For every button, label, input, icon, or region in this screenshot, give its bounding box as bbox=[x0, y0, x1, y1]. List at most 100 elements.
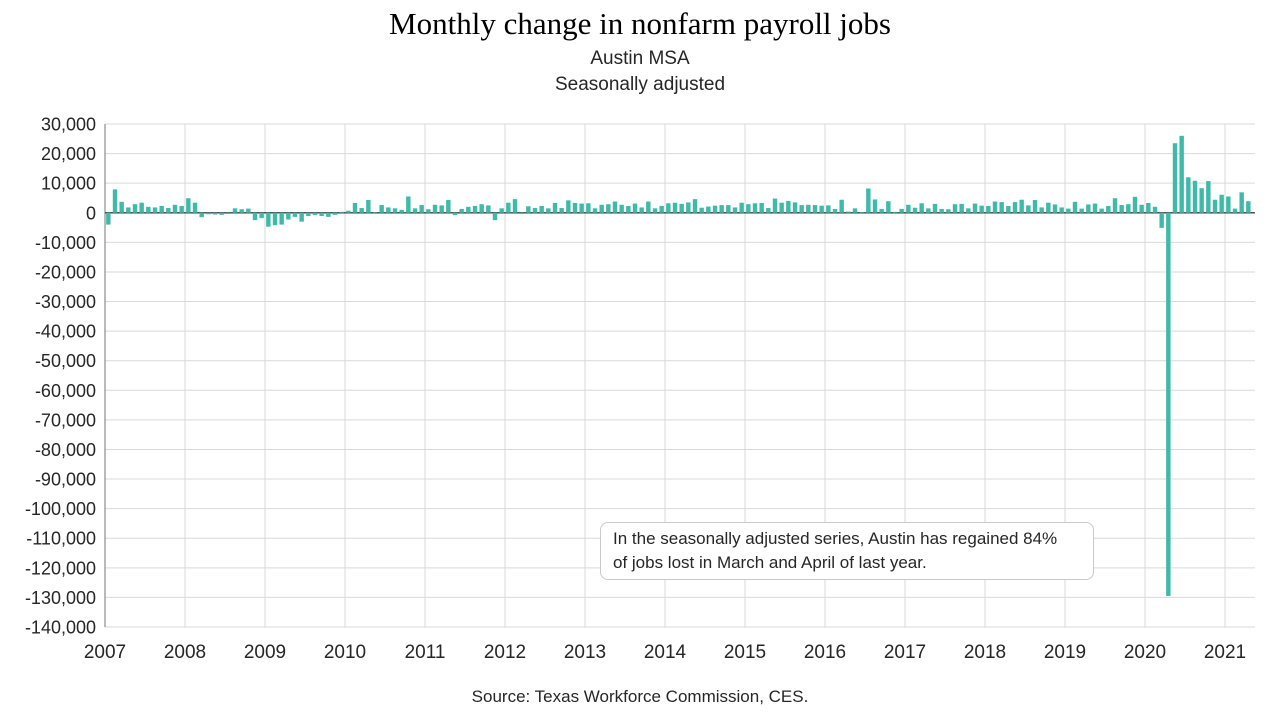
bar bbox=[932, 203, 938, 213]
x-tick-label: 2019 bbox=[1044, 642, 1086, 663]
bar bbox=[512, 199, 518, 213]
bar bbox=[906, 204, 911, 213]
bar bbox=[839, 199, 844, 213]
bar bbox=[946, 209, 951, 213]
y-tick-label: -140,000 bbox=[25, 618, 96, 638]
bar bbox=[799, 205, 804, 213]
bar bbox=[1232, 208, 1238, 213]
bar bbox=[119, 201, 124, 213]
bar bbox=[739, 202, 744, 213]
bar bbox=[486, 205, 491, 213]
bar bbox=[819, 205, 824, 213]
y-tick-label: -40,000 bbox=[35, 322, 96, 342]
bar bbox=[572, 203, 578, 213]
bar bbox=[919, 203, 924, 213]
x-tick-label: 2018 bbox=[964, 642, 1006, 663]
bar bbox=[646, 201, 651, 213]
bar bbox=[1072, 201, 1078, 213]
y-tick-label: -10,000 bbox=[35, 233, 96, 253]
bar bbox=[792, 202, 798, 213]
bar bbox=[212, 212, 218, 215]
bar bbox=[359, 208, 364, 213]
bar bbox=[846, 211, 851, 213]
chart-title: Monthly change in nonfarm payroll jobs bbox=[389, 6, 891, 41]
bar bbox=[226, 212, 231, 214]
bar bbox=[266, 212, 271, 227]
x-tick-label: 2021 bbox=[1204, 642, 1246, 663]
bar bbox=[1212, 199, 1218, 213]
chart-subtitle-region: Austin MSA bbox=[590, 48, 690, 69]
x-tick-label: 2007 bbox=[84, 642, 126, 663]
bar bbox=[1239, 192, 1244, 213]
bar bbox=[972, 203, 978, 213]
bar bbox=[1032, 200, 1038, 213]
y-tick-label: -120,000 bbox=[25, 558, 96, 578]
bar bbox=[412, 208, 418, 213]
bar bbox=[1112, 198, 1118, 213]
y-tick-label: 0 bbox=[86, 203, 96, 223]
bar bbox=[306, 212, 311, 217]
bar bbox=[472, 205, 478, 213]
x-tick-label: 2015 bbox=[724, 642, 766, 663]
bar bbox=[292, 212, 298, 217]
bar bbox=[1106, 205, 1111, 213]
bar bbox=[886, 201, 891, 213]
bar bbox=[1099, 208, 1104, 213]
bar bbox=[786, 200, 791, 213]
bar bbox=[166, 208, 171, 213]
bar bbox=[466, 206, 471, 213]
bar bbox=[1026, 205, 1031, 213]
bar bbox=[979, 205, 984, 213]
bar bbox=[692, 199, 698, 213]
bar bbox=[459, 208, 464, 213]
bar bbox=[592, 208, 598, 213]
bar bbox=[686, 202, 691, 213]
bar bbox=[1226, 196, 1231, 213]
bar bbox=[1012, 202, 1018, 213]
y-tick-label: -130,000 bbox=[25, 588, 96, 608]
chart-subtitle-adjustment: Seasonally adjusted bbox=[554, 74, 726, 95]
bar bbox=[732, 207, 738, 213]
bar bbox=[1152, 206, 1158, 213]
bar bbox=[759, 203, 764, 213]
bar bbox=[1186, 177, 1191, 213]
bar bbox=[1052, 204, 1058, 213]
bar bbox=[539, 205, 544, 213]
bar bbox=[1126, 204, 1131, 213]
y-tick-label: -90,000 bbox=[35, 470, 96, 490]
bar bbox=[526, 206, 531, 213]
bar bbox=[1019, 199, 1024, 213]
bar bbox=[766, 208, 771, 213]
bar bbox=[206, 212, 211, 215]
bar bbox=[1066, 208, 1071, 213]
bar bbox=[1219, 194, 1224, 213]
bar bbox=[559, 208, 564, 213]
y-tick-label: -20,000 bbox=[35, 262, 96, 282]
bar bbox=[392, 208, 398, 213]
x-tick-label: 2010 bbox=[324, 642, 366, 663]
bar bbox=[299, 212, 304, 222]
bar bbox=[506, 202, 511, 213]
bar bbox=[452, 212, 458, 216]
bar bbox=[679, 203, 684, 213]
x-tick-label: 2016 bbox=[804, 642, 846, 663]
bar bbox=[339, 211, 344, 213]
bar bbox=[579, 203, 584, 213]
bar bbox=[172, 204, 178, 213]
bar bbox=[852, 208, 858, 213]
bar bbox=[1172, 143, 1178, 213]
bar bbox=[1139, 204, 1144, 213]
bar bbox=[346, 210, 351, 213]
bar bbox=[806, 204, 811, 213]
bar bbox=[352, 203, 358, 213]
y-tick-label: -100,000 bbox=[25, 499, 96, 519]
bar bbox=[639, 207, 644, 213]
x-tick-label: 2020 bbox=[1124, 642, 1166, 663]
bar bbox=[566, 200, 571, 213]
bar bbox=[826, 205, 831, 213]
bar bbox=[272, 212, 278, 226]
bar bbox=[112, 189, 118, 213]
bar bbox=[492, 212, 498, 221]
